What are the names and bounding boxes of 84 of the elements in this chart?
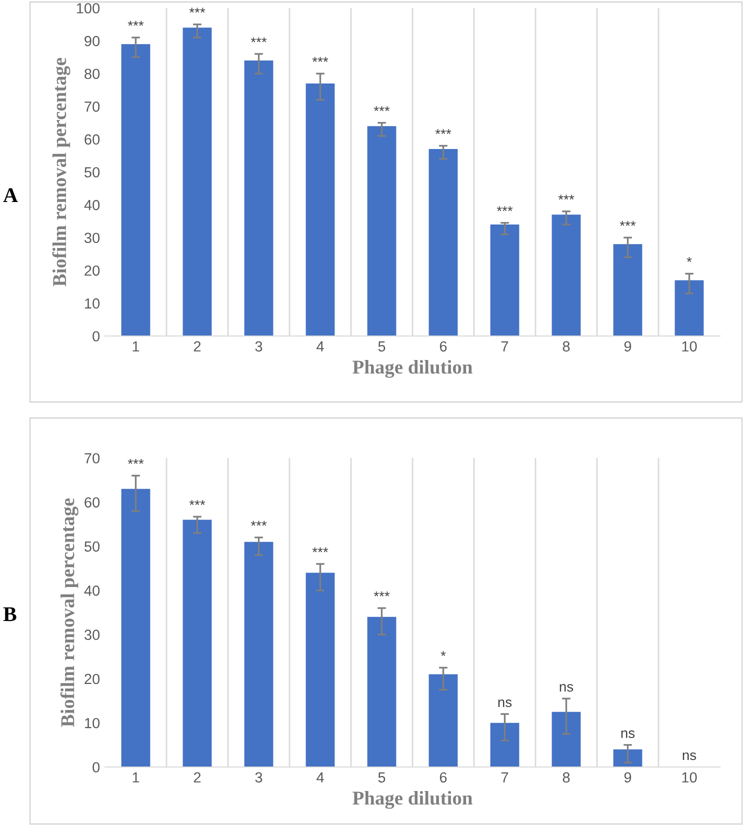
y-tick-label: 30 (84, 630, 100, 640)
x-tick-label: 7 (501, 772, 508, 782)
annotation: ns (621, 730, 635, 738)
x-tick-label: 6 (440, 772, 447, 783)
x-axis-title: Phage dilution (352, 360, 472, 378)
y-tick-label: 40 (84, 586, 100, 596)
y-tick-label: 60 (84, 497, 100, 508)
bar (121, 44, 150, 336)
annotation: *** (312, 56, 328, 62)
bar (552, 214, 581, 336)
text: B (3, 607, 16, 622)
x-tick-label: 1 (132, 772, 140, 782)
x-tick-label: 1 (132, 341, 140, 352)
y-tick-label: 70 (84, 102, 100, 112)
y-axis-title: Biofilm removal percentage (60, 498, 78, 727)
bar (613, 749, 642, 767)
y-tick-label: 20 (84, 674, 100, 684)
x-tick-label: 3 (255, 341, 262, 352)
bar (367, 616, 396, 767)
x-tick-label: 8 (562, 772, 570, 783)
x-tick-label: 2 (194, 341, 201, 352)
bar (428, 674, 458, 767)
x-tick-label: 7 (501, 341, 508, 352)
annotation: * (686, 257, 692, 262)
x-tick-label: 5 (378, 772, 386, 783)
bar (552, 712, 581, 767)
y-tick-label: 80 (84, 68, 100, 80)
x-tick-label: 3 (255, 772, 262, 783)
annotation: *** (128, 459, 144, 464)
annotation: *** (189, 500, 206, 505)
bar (613, 244, 642, 336)
annotation: *** (435, 129, 452, 134)
annotation: * (440, 651, 446, 656)
annotation: *** (250, 520, 267, 526)
bar (182, 520, 212, 767)
bar (244, 542, 274, 767)
y-tick-label: 0 (92, 762, 100, 772)
x-tick-label: 8 (562, 341, 570, 352)
y-tick-label: 100 (76, 3, 100, 14)
y-tick-label: 10 (85, 718, 100, 728)
annotation: *** (312, 547, 328, 552)
annotation: *** (620, 220, 636, 226)
bar (674, 280, 704, 336)
x-tick-label: 10 (682, 772, 697, 783)
y-tick-label: 20 (84, 266, 100, 276)
bar (121, 488, 150, 767)
x-axis-title: Phage dilution (352, 791, 472, 809)
x-tick-label: 2 (194, 772, 201, 782)
annotation: *** (250, 37, 267, 42)
annotation: *** (128, 20, 144, 26)
annotation: *** (558, 194, 574, 200)
bar (306, 572, 335, 767)
x-tick-label: 4 (316, 341, 324, 352)
y-tick-label: 40 (84, 200, 100, 210)
x-tick-label: 6 (440, 341, 447, 352)
y-tick-label: 90 (84, 36, 100, 46)
y-axis-title: Biofilm removal percentage (52, 58, 70, 286)
bar (182, 28, 212, 336)
annotation: ns (682, 752, 696, 760)
annotation: ns (560, 684, 574, 692)
y-tick-label: 30 (84, 232, 100, 244)
y-tick-label: 70 (84, 453, 100, 464)
bar (306, 83, 335, 336)
y-tick-label: 10 (85, 298, 100, 309)
bar (244, 60, 274, 336)
x-tick-label: 4 (316, 772, 324, 782)
y-tick-label: 50 (84, 541, 100, 552)
bar (428, 149, 458, 336)
annotation: *** (496, 206, 513, 212)
y-tick-label: 0 (92, 331, 100, 342)
annotation: *** (374, 591, 390, 596)
bar (367, 126, 396, 336)
x-tick-label: 9 (624, 341, 632, 352)
text: A (3, 188, 18, 202)
bar (490, 224, 520, 336)
y-tick-label: 60 (84, 134, 100, 145)
annotation: *** (189, 8, 206, 13)
annotation: ns (498, 700, 512, 708)
x-tick-label: 5 (378, 341, 386, 352)
x-tick-label: 9 (624, 772, 632, 783)
x-tick-label: 10 (682, 341, 697, 352)
annotation: *** (374, 106, 390, 112)
bar (490, 722, 520, 767)
y-tick-label: 50 (84, 167, 100, 178)
